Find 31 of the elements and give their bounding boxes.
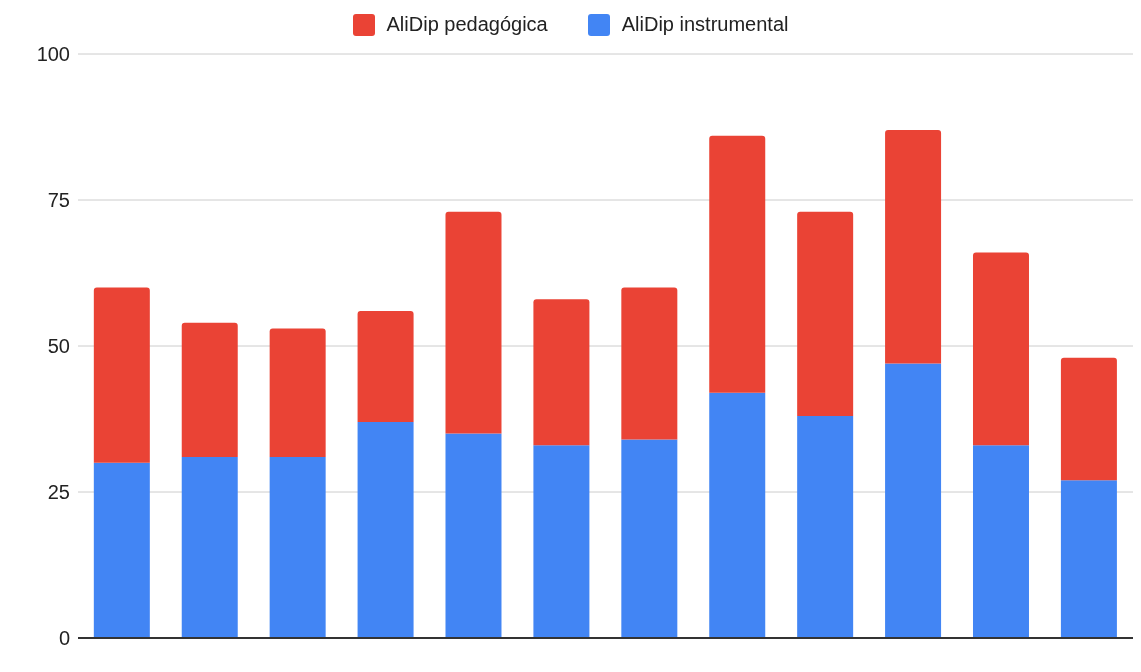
legend-label: AliDip instrumental bbox=[620, 13, 789, 36]
y-tick-label: 100 bbox=[36, 43, 70, 66]
y-tick-label: 50 bbox=[47, 335, 70, 358]
bar bbox=[709, 392, 766, 638]
bar bbox=[709, 135, 766, 393]
bar bbox=[885, 129, 942, 364]
bar bbox=[1060, 357, 1117, 481]
legend-label: AliDip pedagógica bbox=[385, 13, 548, 36]
bar bbox=[269, 328, 326, 457]
bar bbox=[93, 287, 150, 463]
bar bbox=[797, 416, 854, 638]
bar bbox=[533, 445, 590, 638]
bar bbox=[972, 252, 1029, 446]
bar bbox=[885, 363, 942, 638]
bar bbox=[357, 421, 414, 638]
bar bbox=[533, 299, 590, 446]
bar bbox=[357, 310, 414, 422]
y-tick-label: 0 bbox=[58, 627, 70, 650]
bar bbox=[445, 433, 502, 638]
bar bbox=[972, 445, 1029, 638]
bar bbox=[269, 456, 326, 638]
bar bbox=[621, 287, 678, 440]
y-tick-label: 25 bbox=[47, 481, 70, 504]
bar bbox=[181, 456, 238, 638]
y-tick-label: 75 bbox=[47, 189, 70, 212]
bar bbox=[445, 211, 502, 434]
bar bbox=[1060, 480, 1117, 638]
bar bbox=[797, 211, 854, 417]
bar bbox=[621, 439, 678, 638]
bar bbox=[93, 462, 150, 638]
bar bbox=[181, 322, 238, 457]
